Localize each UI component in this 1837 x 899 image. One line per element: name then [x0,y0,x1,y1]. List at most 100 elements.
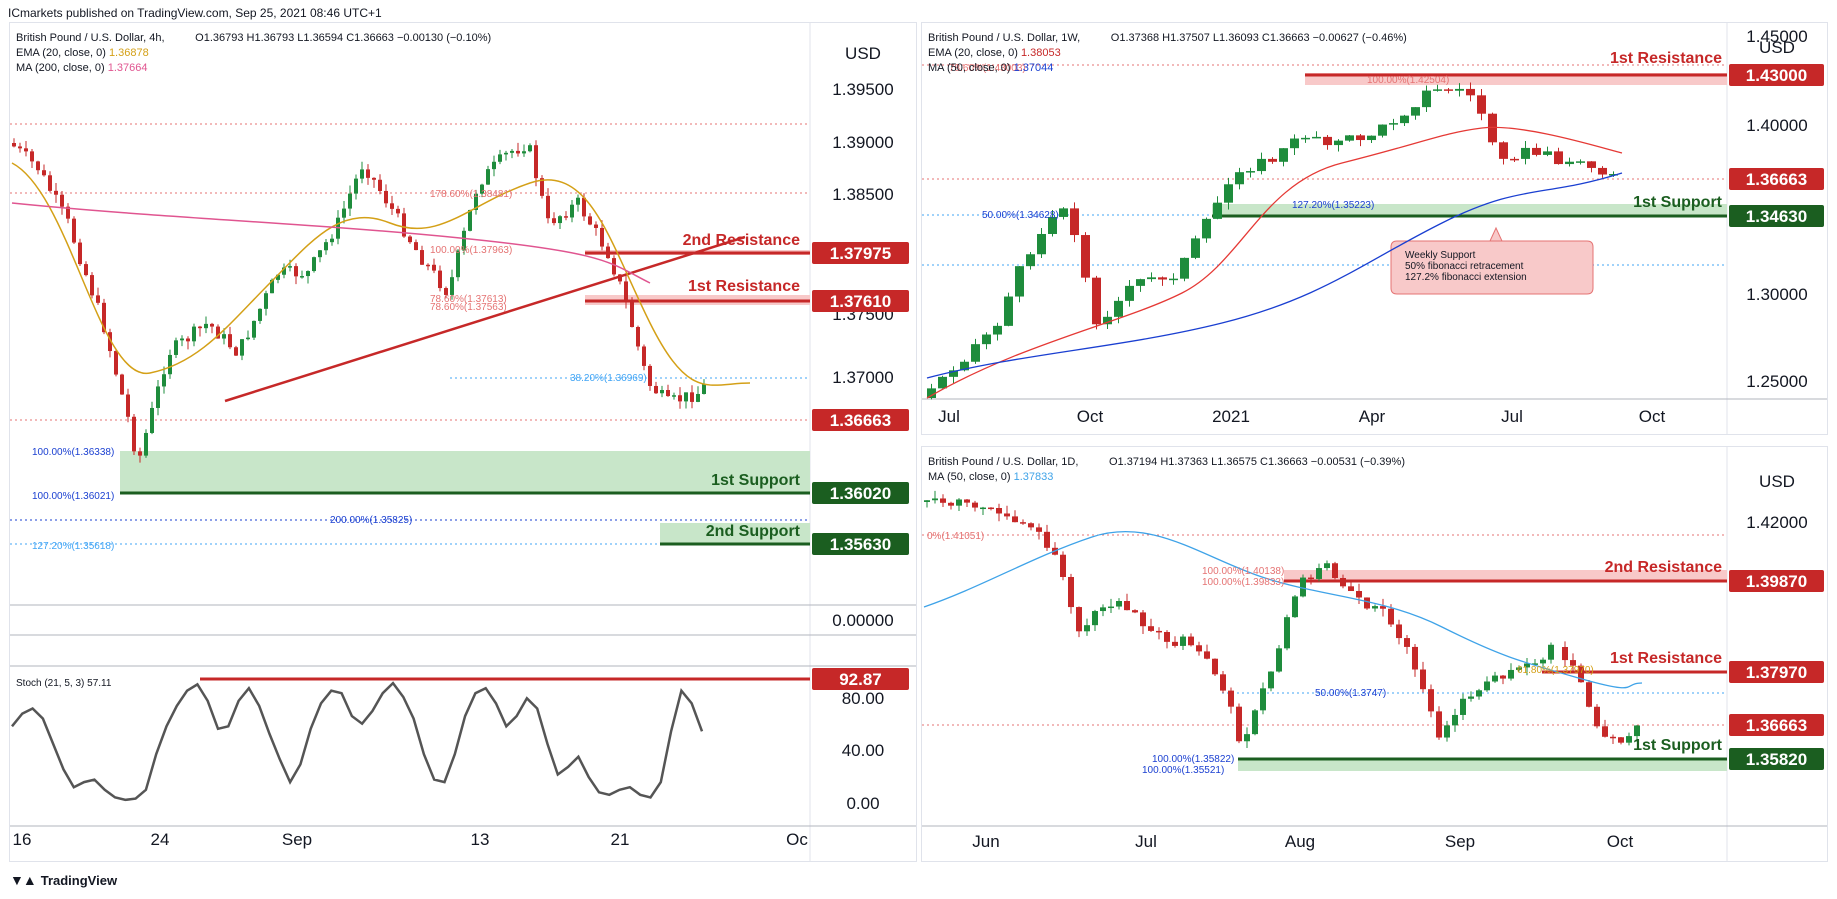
candle-body [1012,516,1018,523]
price-tag-support-text: 1.35820 [1746,750,1807,769]
fib-level-label: 38.20%(1.36969) [570,373,647,384]
price-tick-label: 1.25000 [1746,372,1807,391]
price-tag-resistance-text: 1.37970 [1746,663,1807,682]
candle-body [618,274,622,282]
candle-body [1268,671,1274,689]
candle-body [126,394,130,417]
currency-label: USD [1759,472,1795,491]
candle-body [408,236,412,243]
candle-body [24,148,28,152]
chart-panel-4h[interactable]: 1.395001.390001.385001.375001.370001.365… [9,22,917,862]
candle-body [60,194,64,207]
candle-body [360,169,364,179]
candle-body [342,208,346,218]
time-tick-label: 13 [471,830,490,849]
chart-canvas-1w[interactable]: 1.45000 1.40000 1.30000 1.25000 USD Jul Oct 202… [922,23,1827,434]
candle-body [1332,563,1338,578]
candle-body [1172,641,1178,646]
candle-body [1147,277,1156,280]
candle-body [138,451,142,456]
candle-body [1100,607,1106,612]
candle-body [1562,647,1568,661]
candle-body [420,250,424,265]
candle-body [30,151,34,162]
candle-body [1477,95,1486,114]
price-tick-label: 1.39000 [832,133,893,152]
candle-body [1108,606,1114,609]
fib-level-label: 100.00%(1.39833) [1202,577,1284,588]
chart-panel-1d[interactable]: USD 1.42000 Jun Jul Aug Sep Oct 2nd Resistance 1… [921,446,1828,862]
candle-body [1388,608,1394,625]
time-tick-label: Jun [972,832,999,851]
candle-body [1433,89,1442,91]
price-tag-support: 1.35820 [1729,748,1824,770]
candle-body [150,407,154,433]
stoch-tick-label: 40.00 [842,741,885,760]
candle-body [348,193,352,209]
candle-body [666,390,670,397]
currency-label: USD [845,44,881,63]
candles-1w [927,82,1618,400]
candle-body [1028,523,1034,528]
time-tick-label: Sep [282,830,312,849]
candle-body [1037,233,1046,255]
candle-body [1540,659,1546,664]
candle-body [1164,632,1170,642]
candle-body [96,295,100,303]
chart-panel-1w[interactable]: 1.45000 1.40000 1.30000 1.25000 USD Jul Oct 202… [921,22,1828,435]
candle-body [1618,737,1624,743]
first-support-zone [120,451,810,493]
candle-body [1334,140,1343,146]
time-tick-label: 2021 [1212,407,1250,426]
candle-body [1411,107,1420,116]
candle-body [372,177,376,180]
price-tick-label: 1.40000 [1746,116,1807,135]
chart-canvas-1d[interactable]: USD 1.42000 Jun Jul Aug Sep Oct 2nd Resistance 1… [922,447,1827,861]
ma-value: 1.37044 [1013,62,1054,74]
symbol-title: British Pound / U.S. Dollar, 1W, [928,32,1081,44]
candle-body [1158,277,1167,280]
candle-body [318,250,322,258]
candle-body [1345,135,1354,141]
candle-body [1268,158,1277,162]
candle-body [36,161,40,171]
ohlc-readout: O1.36793 H1.36793 L1.36594 C1.36663 −0.0… [195,32,492,44]
candle-body [1521,147,1530,159]
stoch-value-tag-text: 92.87 [839,670,882,689]
candle-body [1367,135,1376,141]
candle-body [354,178,358,194]
candle-body [432,264,436,271]
chart-canvas-4h[interactable]: 1.395001.390001.385001.375001.370001.365… [10,23,916,861]
candle-body [1420,669,1426,690]
price-tick-label: 1.30000 [1746,285,1807,304]
candle-body [1466,88,1475,96]
time-tick-label: Oct [1607,832,1634,851]
ema-label: EMA (20, close, 0) [16,47,106,59]
candle-body [576,197,580,205]
ma-value: 1.37833 [1013,471,1054,483]
candle-body [1500,675,1506,679]
candle-body [288,266,292,268]
candle-body [678,395,682,402]
price-tag-resistance: 1.37610 [812,290,909,312]
candle-body [1020,522,1026,524]
candle-body [600,227,604,247]
fib-level-label: 78.60%(1.43003) [949,63,1026,74]
candle-body [988,507,994,510]
candle-body [270,279,274,294]
ma-value: 1.37664 [107,62,148,74]
candles-4h [12,138,706,463]
candle-body [198,326,202,329]
current-price-tag-text: 1.36663 [1746,170,1807,189]
candle-body [1060,554,1066,578]
candle-body [1015,266,1024,297]
candle-body [1292,596,1298,618]
ema-20-line [11,162,751,386]
candle-body [1092,611,1098,626]
price-tick-label: 1.37000 [832,368,893,387]
stoch-value-tag: 92.87 [812,668,909,690]
price-tag-resistance: 1.37970 [1729,661,1824,683]
candle-body [612,258,616,275]
candle-body [1364,597,1370,609]
candle-body [924,500,930,502]
